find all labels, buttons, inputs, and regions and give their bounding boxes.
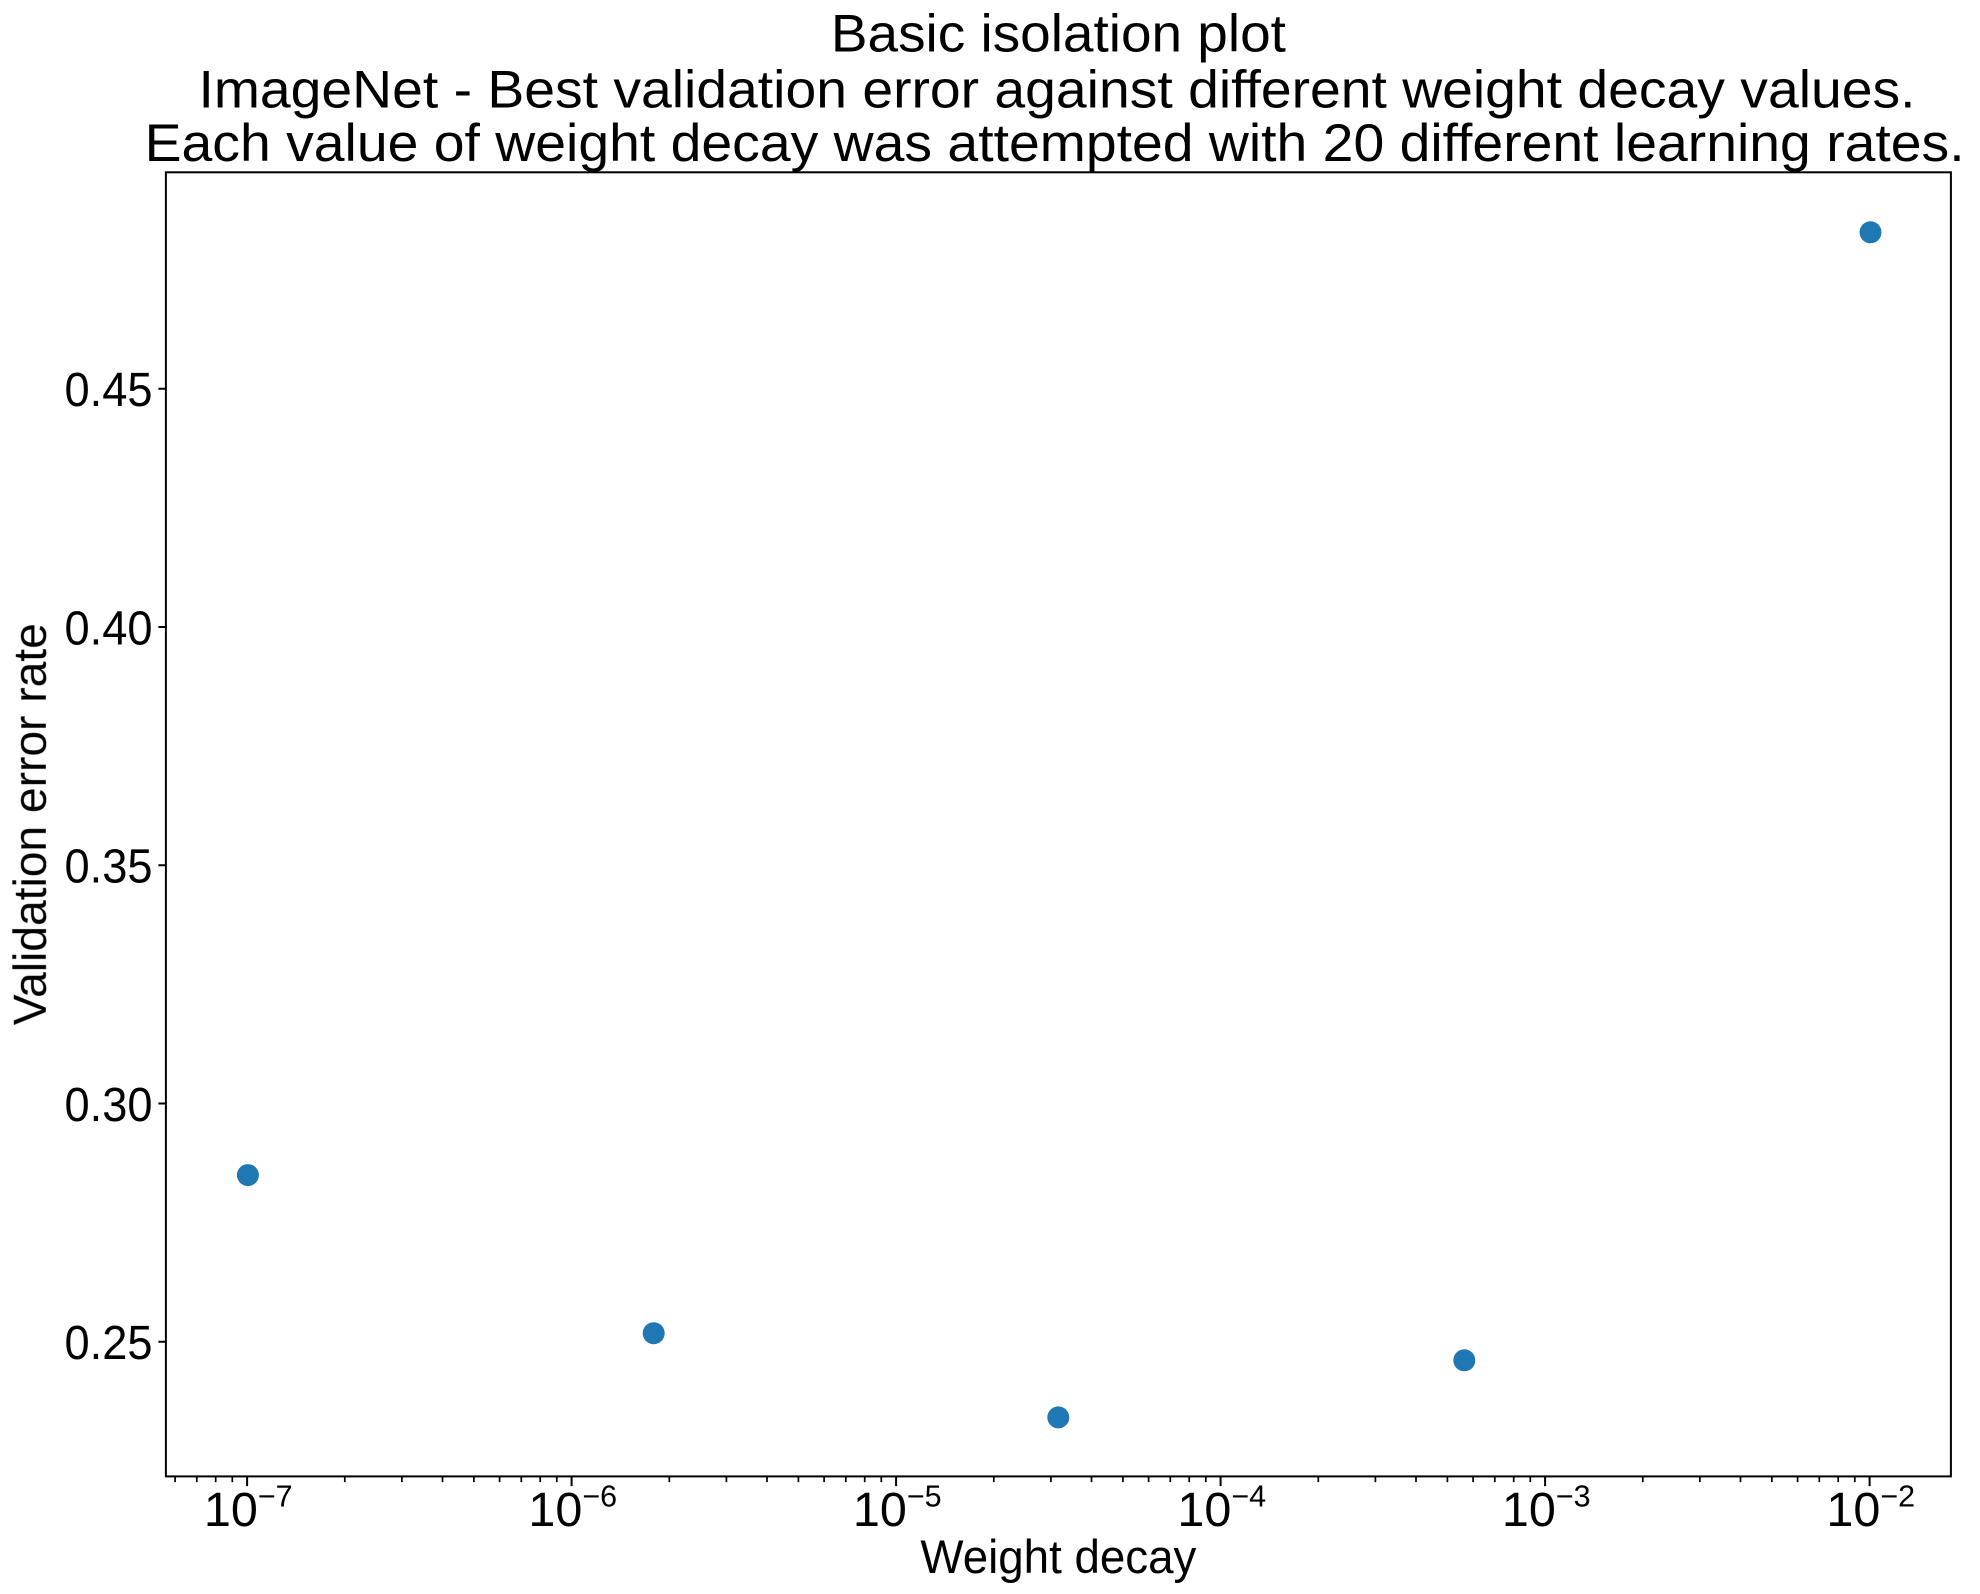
svg-text:0.40: 0.40 — [65, 601, 153, 655]
svg-text:Basic isolation plot: Basic isolation plot — [831, 5, 1286, 64]
svg-text:10−4: 10−4 — [1177, 1480, 1266, 1538]
svg-text:Each value of weight decay was: Each value of weight decay was attempted… — [145, 114, 1965, 173]
svg-text:0.30: 0.30 — [65, 1078, 153, 1132]
svg-text:Validation error rate: Validation error rate — [4, 623, 56, 1025]
svg-text:ImageNet - Best validation err: ImageNet - Best validation error against… — [199, 60, 1916, 119]
svg-text:0.35: 0.35 — [65, 840, 153, 894]
svg-text:0.25: 0.25 — [65, 1316, 153, 1370]
svg-text:Weight decay: Weight decay — [920, 1530, 1196, 1583]
svg-text:10−2: 10−2 — [1826, 1480, 1915, 1538]
svg-text:0.45: 0.45 — [65, 363, 153, 417]
